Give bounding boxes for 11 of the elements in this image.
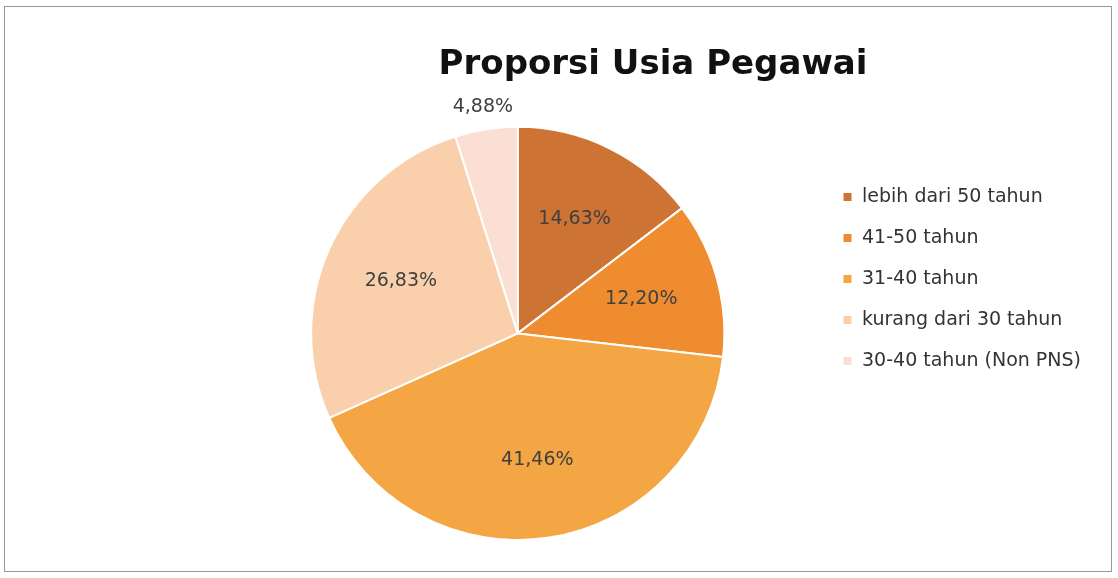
data-label: 41,46% bbox=[501, 446, 574, 469]
legend-label: 31-40 tahun bbox=[862, 265, 979, 288]
legend-label: 30-40 tahun (Non PNS) bbox=[862, 347, 1081, 370]
data-label: 4,88% bbox=[452, 94, 514, 117]
data-label: 12,20% bbox=[605, 286, 678, 309]
data-label: 26,83% bbox=[364, 267, 438, 290]
chart-title: Proporsi Usia Pegawai bbox=[438, 42, 868, 83]
legend-label: kurang dari 30 tahun bbox=[862, 306, 1063, 329]
legend-label: 41-50 tahun bbox=[862, 224, 979, 247]
legend-label: lebih dari 50 tahun bbox=[862, 183, 1043, 206]
data-label: 14,63% bbox=[538, 205, 611, 228]
